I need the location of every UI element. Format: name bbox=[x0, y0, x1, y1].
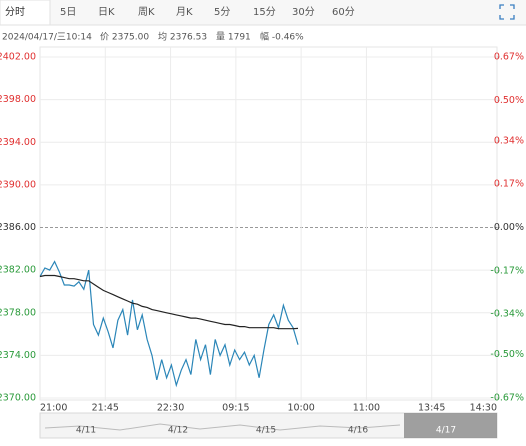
tab[interactable]: 5日 bbox=[60, 7, 76, 18]
y-tick-label: 2398.00 bbox=[0, 94, 36, 105]
y2-tick-label: -0.17% bbox=[490, 265, 524, 276]
tab[interactable]: 月K bbox=[176, 6, 193, 18]
navigator-label: 4/16 bbox=[348, 426, 368, 436]
x-tick-label: 09:15 bbox=[222, 403, 249, 414]
tab[interactable]: 分时 bbox=[5, 6, 25, 18]
y2-tick-label: 0.67% bbox=[494, 52, 524, 63]
navigator-label: 4/11 bbox=[76, 426, 96, 436]
fullscreen-icon[interactable] bbox=[499, 4, 515, 20]
tab[interactable]: 5分 bbox=[214, 6, 230, 18]
y2-tick-label: -0.34% bbox=[490, 309, 524, 320]
y-tick-label: 2374.00 bbox=[0, 350, 36, 361]
y2-tick-label: 0.17% bbox=[494, 179, 524, 190]
y-tick-label: 2378.00 bbox=[0, 307, 36, 318]
x-tick-label: 22:30 bbox=[157, 403, 184, 414]
navigator-label: 4/12 bbox=[168, 426, 188, 436]
y-tick-label: 2394.00 bbox=[0, 137, 36, 148]
x-tick-label: 21:45 bbox=[92, 403, 119, 414]
x-tick-label: 13:45 bbox=[418, 403, 445, 414]
info-item: 均 2376.53 bbox=[158, 31, 207, 43]
navigator-trace bbox=[44, 423, 401, 431]
navigator-label: 4/17 bbox=[436, 426, 456, 436]
tab[interactable]: 日K bbox=[98, 7, 115, 18]
y-tick-label: 2370.00 bbox=[0, 393, 36, 404]
navigator-label: 4/15 bbox=[256, 426, 276, 436]
info-item: 价 2375.00 bbox=[100, 32, 149, 43]
tab[interactable]: 30分 bbox=[292, 6, 315, 18]
info-item: 幅 -0.46% bbox=[260, 31, 304, 43]
y2-tick-label: 0.34% bbox=[494, 135, 524, 146]
y-tick-label: 2402.00 bbox=[0, 52, 36, 63]
tab-bar bbox=[0, 0, 526, 25]
tab[interactable]: 15分 bbox=[253, 6, 276, 18]
y2-tick-label: 0.00% bbox=[494, 222, 524, 233]
tab[interactable]: 周K bbox=[138, 6, 155, 18]
y2-tick-label: 0.50% bbox=[494, 95, 524, 106]
x-tick-label: 21:00 bbox=[40, 403, 67, 414]
y-tick-label: 2382.00 bbox=[0, 265, 36, 276]
info-item: 2024/04/17/三10:14 bbox=[2, 33, 92, 43]
navigator-selection[interactable] bbox=[404, 413, 497, 438]
average-line bbox=[39, 274, 299, 330]
price-line bbox=[39, 260, 299, 388]
info-item: 量 1791 bbox=[216, 32, 251, 43]
plot-frame bbox=[39, 46, 498, 401]
y-tick-label: 2390.00 bbox=[0, 179, 36, 190]
x-tick-label: 11:00 bbox=[353, 403, 380, 414]
active-tab bbox=[0, 0, 51, 26]
tab[interactable]: 60分 bbox=[332, 6, 355, 18]
x-tick-label: 14:30 bbox=[470, 403, 497, 414]
x-tick-label: 10:00 bbox=[287, 403, 314, 414]
y2-tick-label: -0.50% bbox=[490, 349, 524, 360]
y2-tick-label: -0.67% bbox=[490, 393, 524, 404]
y-tick-label: 2386.00 bbox=[0, 222, 36, 233]
